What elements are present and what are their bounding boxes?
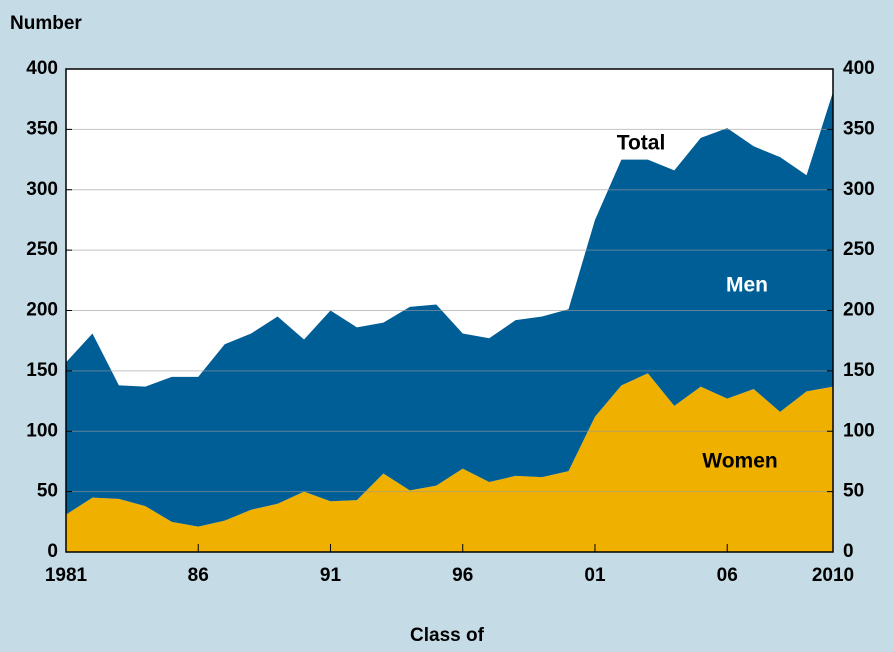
y2-tick-label: 350: [843, 118, 875, 139]
x-tick-label: 91: [320, 565, 342, 586]
y2-tick-label: 150: [843, 360, 875, 381]
y2-tick-label: 250: [843, 239, 875, 260]
area: [66, 91, 833, 527]
y-tick-label: 400: [26, 58, 58, 79]
x-tick-label: 1981: [45, 565, 88, 586]
y2-tick-label: 400: [843, 58, 875, 79]
area: [66, 373, 833, 552]
y-tick-label: 0: [47, 541, 58, 562]
y2-tick-label: 300: [843, 179, 875, 200]
y-tick-label: 50: [37, 481, 58, 502]
y-tick-label: 350: [26, 118, 58, 139]
series-label: Women: [702, 450, 777, 473]
y-tick-label: 250: [26, 239, 58, 260]
y2-tick-label: 100: [843, 420, 875, 441]
series-label: Men: [726, 274, 768, 297]
y-tick-label: 150: [26, 360, 58, 381]
plot-border: [65, 68, 834, 553]
x-tick-label: 06: [717, 565, 738, 586]
x-tick-label: 96: [452, 565, 473, 586]
x-axis-label: Class of: [410, 625, 485, 646]
y-tick-label: 300: [26, 179, 58, 200]
y-tick-label: 100: [26, 420, 58, 441]
chart-title: Number: [10, 13, 82, 34]
y2-tick-label: 200: [843, 300, 875, 321]
x-tick-label: 2010: [812, 565, 854, 586]
x-tick-label: 01: [584, 565, 606, 586]
y-tick-label: 200: [26, 300, 58, 321]
x-tick-label: 86: [188, 565, 209, 586]
y2-tick-label: 0: [843, 541, 854, 562]
y2-tick-label: 50: [843, 481, 864, 502]
annotation: Total: [617, 132, 666, 155]
